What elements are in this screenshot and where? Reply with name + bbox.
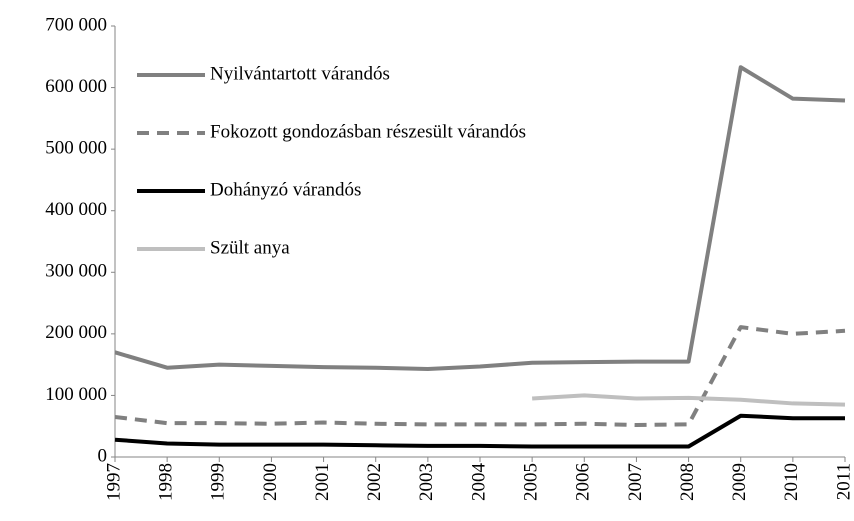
x-tick-label: 2000 (260, 463, 281, 501)
x-tick-label: 2004 (468, 463, 489, 502)
legend-label: Nyilvántartott várandós (210, 63, 390, 84)
x-tick-label: 2010 (781, 463, 802, 501)
x-tick-label: 2005 (521, 463, 542, 501)
series-line (532, 393, 846, 407)
x-tick-label: 2002 (364, 463, 385, 501)
y-tick-label: 600 000 (45, 76, 107, 97)
x-tick-label: 2001 (312, 463, 333, 501)
y-tick-label: 0 (98, 445, 108, 466)
x-tick-label: 2007 (625, 463, 646, 501)
legend-label: Dohányzó várandós (210, 179, 361, 200)
x-tick-label: 2003 (416, 463, 437, 501)
y-tick-label: 100 000 (45, 384, 107, 405)
x-tick-label: 1999 (208, 463, 229, 501)
legend-label: Fokozott gondozásban részesült várandós (210, 121, 526, 142)
legend-label: Szült anya (210, 237, 290, 258)
x-tick-label: 2006 (573, 463, 594, 501)
series-line (114, 65, 846, 371)
x-tick-label: 2011 (833, 463, 854, 500)
y-tick-label: 500 000 (45, 138, 107, 159)
x-tick-label: 1997 (103, 463, 124, 501)
series-line (114, 325, 846, 427)
x-tick-label: 1998 (156, 463, 177, 501)
x-tick-label: 2008 (677, 463, 698, 501)
y-tick-label: 200 000 (45, 322, 107, 343)
y-tick-label: 400 000 (45, 199, 107, 220)
y-tick-label: 300 000 (45, 261, 107, 282)
y-tick-label: 700 000 (45, 14, 107, 35)
series-line (114, 413, 845, 449)
x-tick-label: 2009 (729, 463, 750, 501)
